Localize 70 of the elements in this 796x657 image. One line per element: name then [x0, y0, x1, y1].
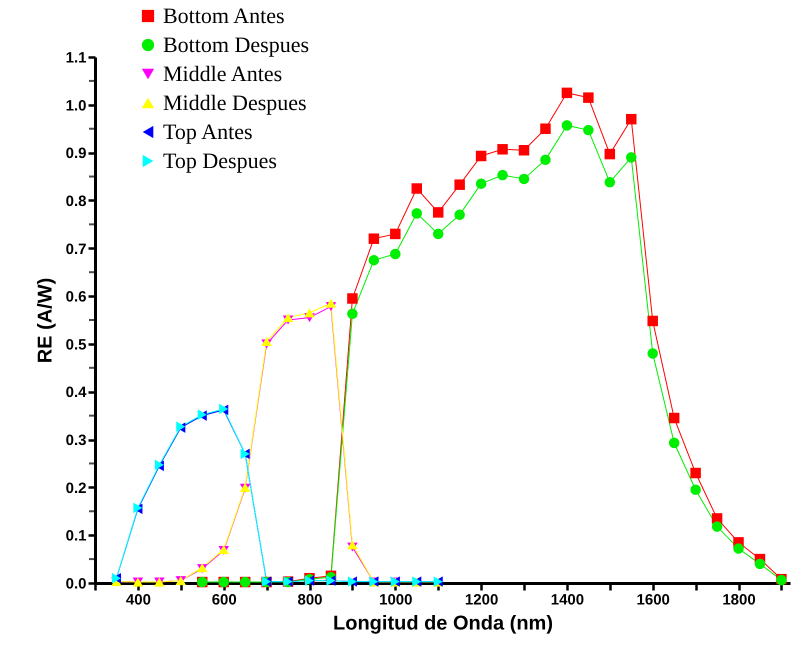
point: [497, 144, 508, 155]
point: [497, 170, 508, 180]
point: [754, 558, 766, 570]
point: [540, 154, 551, 166]
x-axis-title: Longitud de Onda (nm): [333, 612, 553, 634]
point: [540, 123, 551, 134]
point: [326, 298, 336, 308]
legend-label: Top Antes: [163, 119, 253, 144]
y-tick-label: 0.4: [66, 384, 88, 402]
point: [604, 177, 616, 188]
y-tick-label: 0.2: [66, 480, 86, 497]
point: [733, 543, 744, 554]
legend-label: Bottom Antes: [163, 3, 285, 28]
point: [647, 348, 658, 359]
point: [690, 468, 701, 478]
legend-label: Top Despues: [163, 148, 277, 173]
y-tick-label: 0.7: [66, 240, 86, 258]
point: [347, 308, 358, 320]
point: [712, 521, 722, 532]
x-tick-label: 1800: [722, 592, 756, 608]
y-axis-title: RE (A/W): [34, 278, 57, 364]
point: [412, 183, 422, 194]
point: [518, 145, 530, 156]
point: [562, 88, 572, 98]
x-tick-label: 800: [297, 592, 323, 608]
y-tick-label: 0.9: [66, 145, 86, 162]
point: [261, 336, 272, 346]
point: [647, 316, 658, 326]
point: [583, 124, 594, 136]
point: [347, 293, 358, 304]
point: [432, 207, 444, 218]
point: [562, 120, 572, 131]
point: [390, 248, 401, 260]
y-tick-label: 0.8: [66, 192, 86, 210]
point: [454, 179, 465, 190]
y-tick-label: 0.6: [66, 288, 86, 306]
point: [668, 438, 680, 448]
legend-label: Middle Despues: [163, 90, 307, 115]
point: [583, 92, 594, 103]
legend-label: Bottom Despues: [163, 32, 310, 57]
point: [304, 308, 315, 318]
point: [690, 484, 701, 495]
x-tick-label: 400: [126, 592, 151, 608]
x-tick-label: 1200: [464, 592, 498, 608]
y-tick-label: 1.1: [66, 50, 86, 66]
point: [604, 148, 616, 160]
point: [412, 208, 422, 219]
x-tick-label: 1400: [550, 592, 584, 608]
x-tick-label: 600: [212, 592, 237, 608]
point: [368, 254, 380, 266]
point: [668, 412, 680, 424]
point: [454, 210, 465, 220]
point: [282, 313, 294, 322]
y-tick-label: 0.5: [66, 336, 86, 354]
point: [476, 178, 486, 189]
x-tick-label: 1600: [636, 592, 670, 608]
x-tick-label: 1000: [379, 592, 412, 608]
y-tick-label: 0.0: [66, 576, 86, 592]
y-tick-label: 0.3: [66, 432, 86, 450]
point: [368, 233, 380, 244]
point: [432, 228, 444, 240]
point: [626, 114, 637, 124]
point: [390, 228, 401, 240]
point: [476, 150, 486, 162]
point: [518, 174, 530, 184]
legend-label: Middle Antes: [163, 61, 282, 86]
y-tick-label: 0.1: [66, 528, 86, 545]
point: [626, 152, 637, 163]
y-tick-label: 1.0: [66, 97, 86, 114]
point: [347, 540, 358, 550]
